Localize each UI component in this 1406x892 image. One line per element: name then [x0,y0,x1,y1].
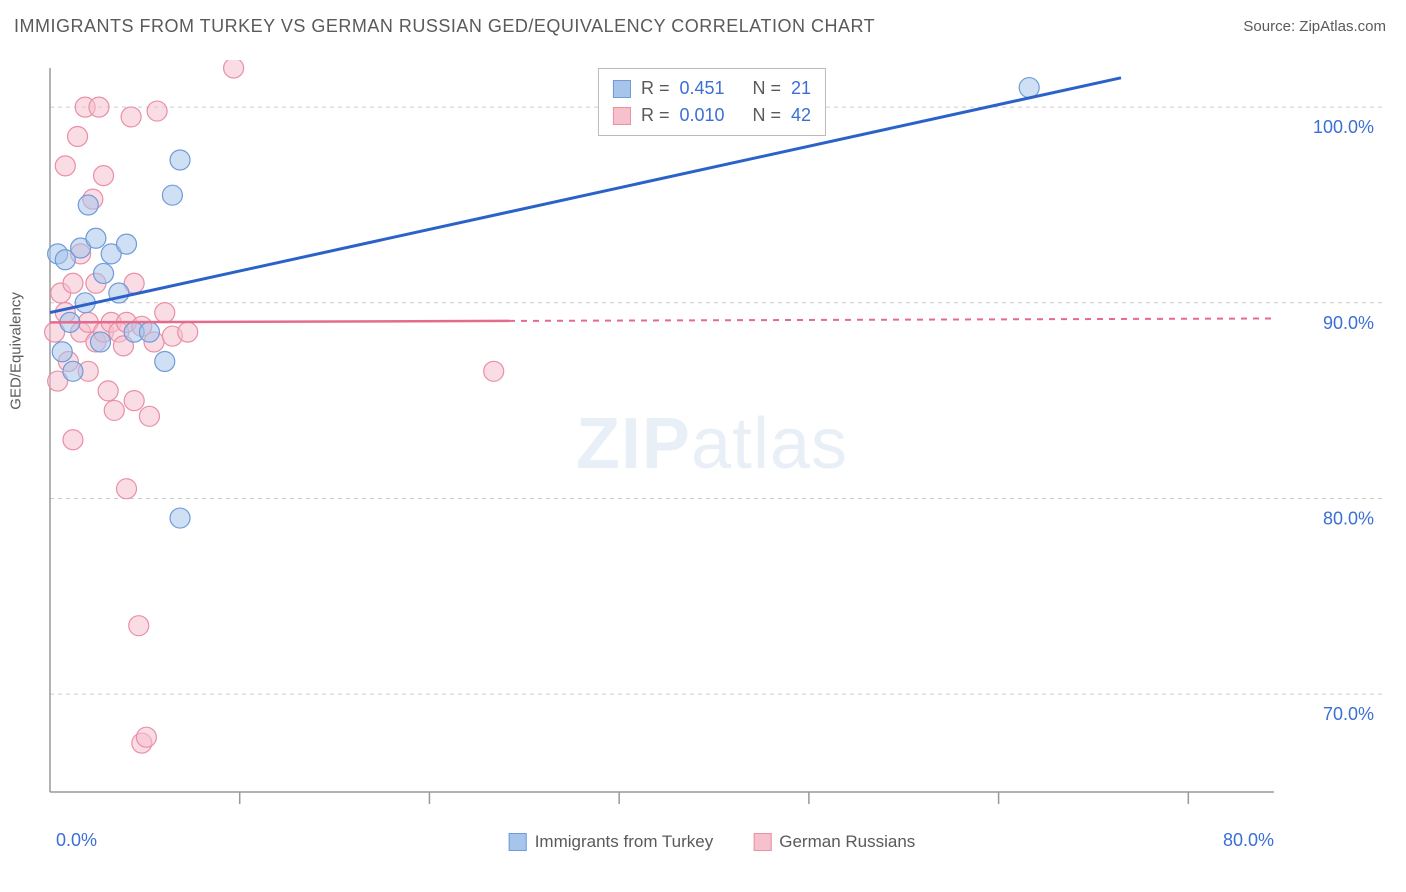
stats-n-label: N = [753,102,782,129]
scatter-chart-svg: 70.0% 80.0% 90.0% 100.0% 0.0% 80.0% [42,60,1382,860]
stats-r-value-german_russian: 0.010 [679,102,724,129]
correlation-stats-box: R = 0.451 N = 21 R = 0.010 N = 42 [598,68,826,136]
legend-label-german_russian: German Russians [779,832,915,852]
regression-line-german_russian [50,321,509,322]
data-point-german_russian [136,727,156,747]
data-point-turkey [52,342,72,362]
data-point-german_russian [89,97,109,117]
stats-row-turkey: R = 0.451 N = 21 [613,75,811,102]
data-point-german_russian [139,406,159,426]
y-tick-label: 80.0% [1323,508,1374,528]
data-point-german_russian [224,60,244,78]
color-legend: Immigrants from Turkey German Russians [509,832,916,852]
data-point-turkey [117,234,137,254]
legend-swatch-german_russian [753,833,771,851]
source-attribution: Source: ZipAtlas.com [1243,18,1386,35]
legend-swatch-turkey [509,833,527,851]
data-point-german_russian [147,101,167,121]
data-point-turkey [139,322,159,342]
regression-line-turkey [50,78,1121,313]
y-tick-label: 90.0% [1323,313,1374,333]
stats-row-german_russian: R = 0.010 N = 42 [613,102,811,129]
data-point-german_russian [117,479,137,499]
data-point-german_russian [484,361,504,381]
stats-swatch-turkey [613,80,631,98]
data-point-german_russian [178,322,198,342]
data-point-german_russian [63,273,83,293]
data-point-turkey [155,352,175,372]
data-point-turkey [94,263,114,283]
legend-label-turkey: Immigrants from Turkey [535,832,714,852]
data-point-german_russian [104,400,124,420]
stats-swatch-german_russian [613,107,631,125]
stats-n-value-turkey: 21 [791,75,811,102]
data-point-turkey [1019,78,1039,98]
stats-n-label: N = [753,75,782,102]
x-tick-label: 0.0% [56,830,97,850]
data-point-german_russian [63,430,83,450]
legend-item-turkey: Immigrants from Turkey [509,832,714,852]
y-tick-label: 70.0% [1323,704,1374,724]
stats-n-value-german_russian: 42 [791,102,811,129]
x-tick-label: 80.0% [1223,830,1274,850]
data-point-german_russian [155,303,175,323]
chart-area: GED/Equivalency 70.0%80.0%90.0%100.0%0.0… [42,60,1382,860]
data-point-german_russian [94,166,114,186]
data-point-german_russian [124,391,144,411]
stats-r-label: R = [641,75,670,102]
legend-item-german_russian: German Russians [753,832,915,852]
source-value: ZipAtlas.com [1299,18,1386,35]
data-point-turkey [86,228,106,248]
data-point-german_russian [68,126,88,146]
data-point-german_russian [98,381,118,401]
data-point-turkey [170,508,190,528]
y-tick-label: 100.0% [1313,117,1374,137]
data-point-german_russian [121,107,141,127]
regression-line-dashed-german_russian [509,318,1274,320]
source-label: Source: [1243,18,1299,35]
data-point-german_russian [129,616,149,636]
chart-title: IMMIGRANTS FROM TURKEY VS GERMAN RUSSIAN… [14,16,875,37]
data-point-turkey [63,361,83,381]
data-point-turkey [170,150,190,170]
data-point-turkey [78,195,98,215]
y-axis-label: GED/Equivalency [8,292,25,410]
data-point-german_russian [55,156,75,176]
stats-r-value-turkey: 0.451 [679,75,724,102]
data-point-turkey [162,185,182,205]
data-point-turkey [90,332,110,352]
stats-r-label: R = [641,102,670,129]
